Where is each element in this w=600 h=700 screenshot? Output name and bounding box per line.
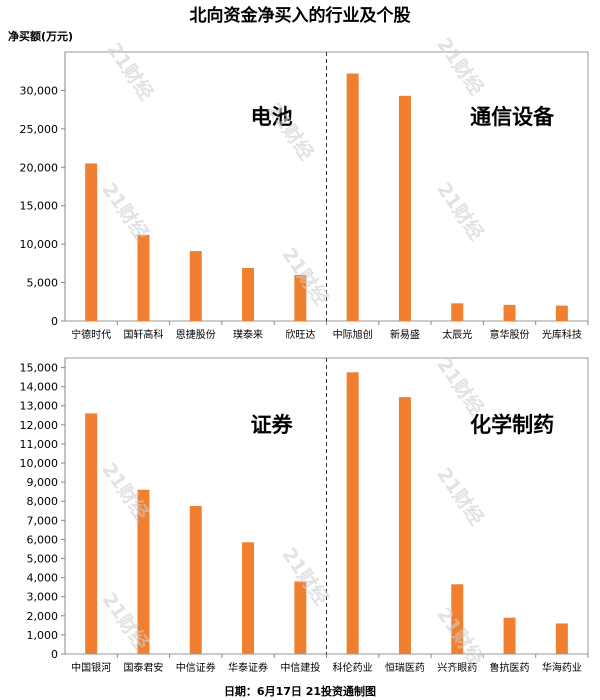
bar-欣旺达 <box>294 274 307 321</box>
x-tick-label: 光库科技 <box>542 328 582 341</box>
footer-caption: 日期：6月17日 21投资通制图 <box>223 685 377 698</box>
bar-鲁抗医药 <box>503 617 516 654</box>
x-tick-label: 璞泰来 <box>233 328 263 341</box>
watermark-text: 21财经 <box>102 38 158 104</box>
group-label-right: 通信设备 <box>470 105 555 129</box>
y-tick-label: 15,000 <box>20 200 59 213</box>
chart-title: 北向资金净买入的行业及个股 <box>189 6 411 26</box>
y-tick-label: 0 <box>51 315 58 328</box>
y-tick-label: 14,000 <box>20 381 59 394</box>
unit-label: 净买额(万元) <box>8 30 74 43</box>
watermark-text: 21财经 <box>432 178 488 244</box>
y-tick-label: 9,000 <box>27 476 59 489</box>
watermark-text: 21财经 <box>432 353 488 419</box>
y-tick-label: 0 <box>51 648 58 661</box>
y-tick-label: 13,000 <box>20 400 59 413</box>
y-tick-label: 10,000 <box>20 457 59 470</box>
group-label-left: 证券 <box>251 413 294 437</box>
watermark-text: 21财经 <box>432 463 488 529</box>
bar-华泰证券 <box>242 542 255 654</box>
bar-国轩高科 <box>137 234 150 321</box>
bar-意华股份 <box>503 304 516 321</box>
x-tick-label: 兴齐眼药 <box>437 661 477 674</box>
watermark-text: 21财经 <box>97 178 153 244</box>
x-tick-label: 中信建投 <box>280 661 320 674</box>
x-tick-label: 意华股份 <box>490 328 530 341</box>
x-tick-label: 恩捷股份 <box>176 328 216 341</box>
x-tick-label: 国泰君安 <box>123 661 163 674</box>
x-tick-label: 恒瑞医药 <box>385 661 425 674</box>
y-tick-label: 5,000 <box>27 277 59 290</box>
bar-宁德时代 <box>85 163 98 321</box>
bar-中信建投 <box>294 581 307 654</box>
bar-华海药业 <box>555 623 568 654</box>
group-label-right: 化学制药 <box>470 413 554 437</box>
x-tick-label: 新易盛 <box>390 328 420 341</box>
x-tick-label: 宁德时代 <box>71 328 111 341</box>
bar-璞泰来 <box>242 267 255 321</box>
y-tick-label: 6,000 <box>27 533 59 546</box>
x-tick-label: 华泰证券 <box>228 661 268 674</box>
bar-新易盛 <box>398 95 411 322</box>
y-tick-label: 15,000 <box>20 362 59 375</box>
x-tick-label: 欣旺达 <box>285 328 315 341</box>
bar-中信证券 <box>189 506 202 654</box>
y-tick-label: 10,000 <box>20 238 59 251</box>
bar-光库科技 <box>555 305 568 321</box>
bar-中际旭创 <box>346 73 359 322</box>
x-tick-label: 中国银河 <box>71 661 111 674</box>
x-tick-label: 中际旭创 <box>333 328 373 341</box>
x-tick-label: 中信证券 <box>176 661 216 674</box>
bar-恒瑞医药 <box>398 397 411 654</box>
y-tick-label: 12,000 <box>20 419 59 432</box>
x-tick-label: 太辰光 <box>442 328 472 341</box>
x-tick-label: 科伦药业 <box>333 661 373 674</box>
bar-科伦药业 <box>346 372 359 654</box>
y-tick-label: 8,000 <box>27 495 59 508</box>
y-tick-label: 3,000 <box>27 591 59 604</box>
y-tick-label: 20,000 <box>20 161 59 174</box>
y-tick-label: 30,000 <box>20 84 59 97</box>
watermark-text: 21财经 <box>432 33 488 99</box>
y-tick-label: 5,000 <box>27 553 59 566</box>
group-label-left: 电池 <box>251 105 293 129</box>
y-tick-label: 11,000 <box>20 438 59 451</box>
bar-国泰君安 <box>137 489 150 654</box>
y-tick-label: 4,000 <box>27 572 59 585</box>
y-tick-label: 2,000 <box>27 610 59 623</box>
x-tick-label: 鲁抗医药 <box>490 661 530 674</box>
x-tick-label: 华海药业 <box>542 661 582 674</box>
x-tick-label: 国轩高科 <box>123 328 163 341</box>
bar-中国银河 <box>85 413 98 654</box>
bar-恩捷股份 <box>189 251 202 321</box>
y-tick-label: 25,000 <box>20 123 59 136</box>
bar-太辰光 <box>451 303 464 321</box>
bar-chart-panel-1: 0 5,000 10,000 15,000 20,000 25,000 30,000 宁德时代… <box>20 51 589 341</box>
bar-chart-panel-2: 0 1,000 2,000 3,000 4,000 5,000 6,000 7,000 8,00… <box>20 357 589 674</box>
bar-兴齐眼药 <box>451 584 464 654</box>
y-tick-label: 1,000 <box>27 629 59 642</box>
y-tick-label: 7,000 <box>27 514 59 527</box>
